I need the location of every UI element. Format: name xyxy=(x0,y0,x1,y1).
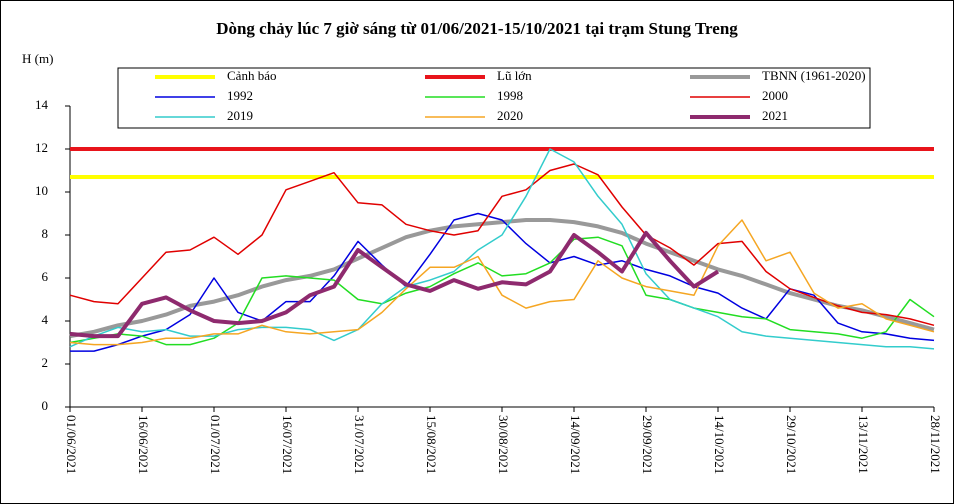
legend-label: 1992 xyxy=(227,88,253,103)
series-line xyxy=(69,230,720,339)
y-tick-label: 4 xyxy=(42,312,49,327)
series-line xyxy=(69,219,935,346)
y-tick-label: 2 xyxy=(42,355,49,370)
y-axis-label: H (m) xyxy=(22,51,53,66)
x-tick-label: 29/10/2021 xyxy=(784,415,799,474)
x-tick-label: 31/07/2021 xyxy=(352,415,367,474)
x-tick-label: 01/07/2021 xyxy=(208,415,223,474)
x-tick-label: 30/08/2021 xyxy=(496,415,511,474)
legend-label: Lũ lớn xyxy=(497,68,532,83)
x-tick-label: 14/09/2021 xyxy=(568,415,583,474)
legend-label: TBNN (1961-2020) xyxy=(762,68,866,83)
legend-label: 1998 xyxy=(497,88,523,103)
legend-label: 2021 xyxy=(762,108,788,123)
legend-label: 2020 xyxy=(497,108,523,123)
series-line xyxy=(69,218,935,339)
legend-label: 2000 xyxy=(762,88,788,103)
y-tick-label: 8 xyxy=(42,226,49,241)
y-tick-label: 14 xyxy=(35,97,49,112)
legend-label: Cảnh báo xyxy=(227,68,276,83)
chart-title: Dòng chảy lúc 7 giờ sáng từ 01/06/2021-1… xyxy=(216,19,738,38)
y-tick-label: 12 xyxy=(35,140,48,155)
y-tick-label: 0 xyxy=(42,398,49,413)
x-tick-label: 01/06/2021 xyxy=(64,415,79,474)
x-tick-label: 15/08/2021 xyxy=(424,415,439,474)
series-line xyxy=(69,236,935,346)
x-tick-label: 16/06/2021 xyxy=(136,415,151,474)
x-tick-label: 16/07/2021 xyxy=(280,415,295,474)
x-tick-label: 28/11/2021 xyxy=(928,415,943,474)
x-tick-label: 14/10/2021 xyxy=(712,415,727,474)
y-tick-label: 10 xyxy=(35,183,48,198)
series-line xyxy=(69,163,935,327)
y-tick-label: 6 xyxy=(42,269,49,284)
x-tick-label: 29/09/2021 xyxy=(640,415,655,474)
series-line xyxy=(69,148,935,350)
legend-label: 2019 xyxy=(227,108,253,123)
x-tick-label: 13/11/2021 xyxy=(856,415,871,474)
